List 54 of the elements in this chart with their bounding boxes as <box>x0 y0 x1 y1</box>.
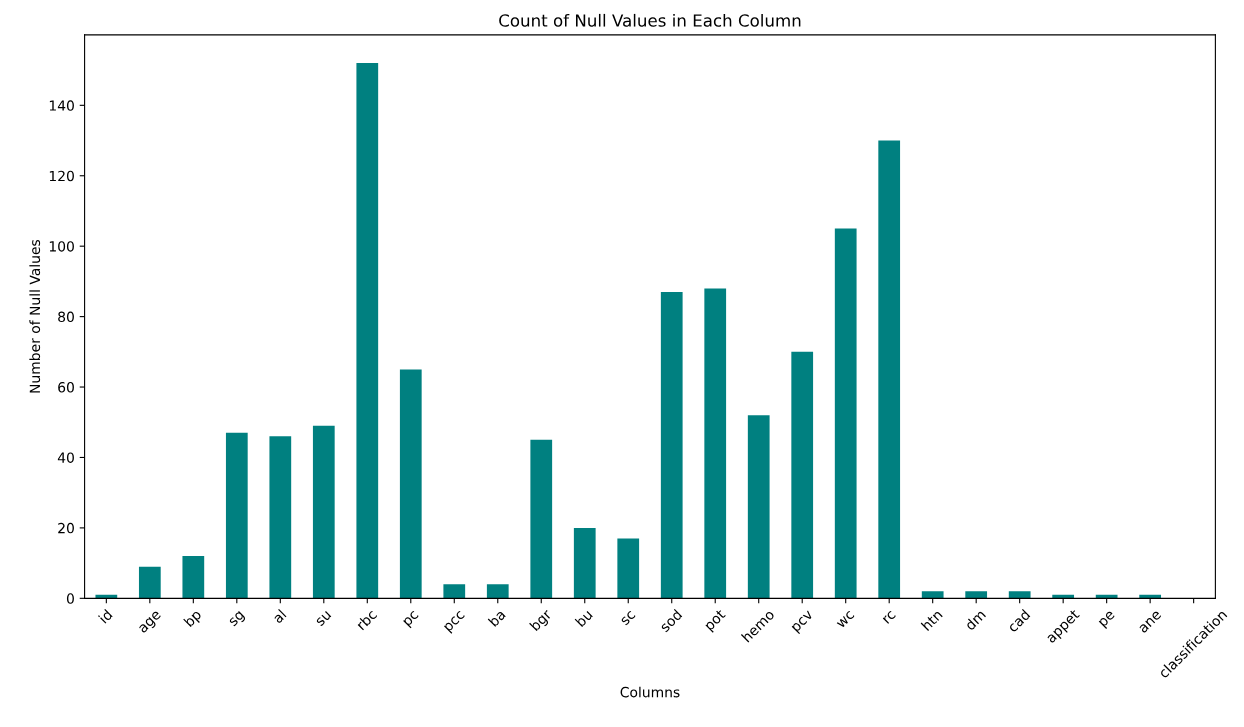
x-tick-label: al <box>271 608 287 624</box>
bar <box>182 556 205 599</box>
x-tick-label: pc <box>403 610 421 629</box>
x-tick-label: rbc <box>355 608 378 631</box>
bar <box>1008 591 1031 599</box>
x-tick-label: age <box>138 610 164 636</box>
y-tick-label: 80 <box>58 311 74 323</box>
chart-title: Count of Null Values in Each Column <box>499 13 801 27</box>
bar <box>704 288 727 599</box>
x-tick-label: pe <box>1098 610 1118 629</box>
bar <box>921 591 944 599</box>
x-tick-label: ba <box>487 608 506 628</box>
x-tick-label: bu <box>574 608 593 628</box>
y-tick-label: 20 <box>58 522 74 534</box>
bar <box>356 63 379 599</box>
x-tick-label: rc <box>882 610 897 624</box>
bar <box>486 584 509 599</box>
x-tick-label: pcc <box>443 610 467 634</box>
bar <box>747 415 770 599</box>
bar <box>965 591 988 599</box>
bar <box>269 436 292 599</box>
x-tick-label: ane <box>1138 610 1162 634</box>
bar <box>225 432 248 599</box>
bar <box>791 351 814 599</box>
x-tick-label: bp <box>183 608 204 630</box>
x-tick-label: wc <box>836 610 855 629</box>
bar <box>530 439 553 599</box>
x-tick-label: bgr <box>529 608 555 634</box>
bar <box>834 228 857 599</box>
y-tick-label: 120 <box>49 170 74 182</box>
bar <box>573 527 596 599</box>
x-tick-label: sc <box>620 610 636 626</box>
bar <box>443 584 466 599</box>
x-tick-label: pot <box>703 608 728 633</box>
x-tick-label: htn <box>920 608 943 631</box>
y-tick-label: 0 <box>66 593 74 604</box>
bar <box>660 291 683 599</box>
x-tick-label: sod <box>658 608 683 633</box>
x-tick-label: cad <box>1006 608 1031 633</box>
x-tick-label: dm <box>964 608 987 631</box>
y-tick-label: 40 <box>57 452 74 463</box>
x-tick-label: id <box>98 608 113 624</box>
y-tick-label: 140 <box>49 100 74 111</box>
bar <box>878 140 901 599</box>
x-tick-label: sg <box>228 610 247 629</box>
bar <box>312 425 335 599</box>
y-axis-title: Number of Null Values <box>29 239 41 393</box>
bar <box>399 369 422 599</box>
x-axis-title: Columns <box>620 686 680 698</box>
x-tick-label: su <box>315 610 332 627</box>
y-tick-label: 100 <box>49 241 74 252</box>
bar <box>617 538 640 599</box>
bar <box>138 566 161 599</box>
y-tick-label: 60 <box>58 382 74 393</box>
